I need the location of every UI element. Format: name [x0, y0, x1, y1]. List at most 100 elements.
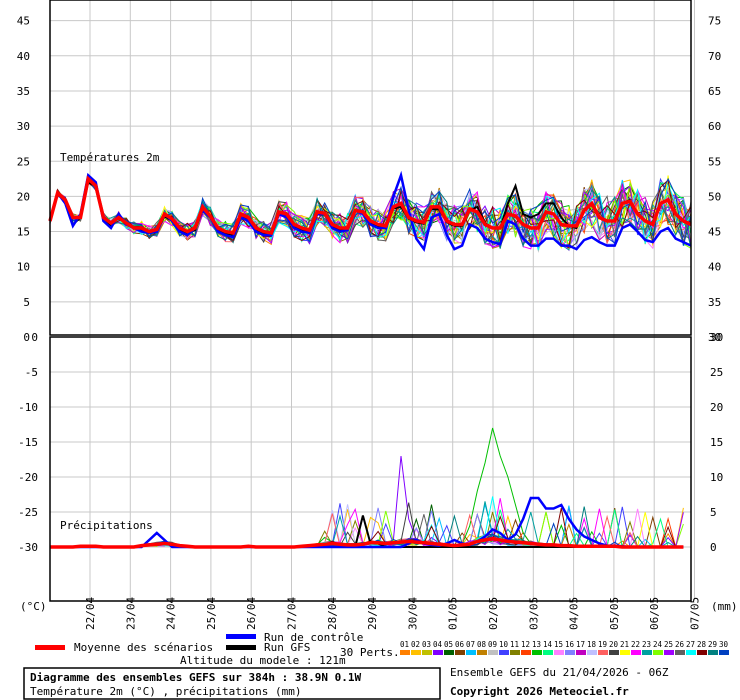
x-tick-label: 22/04	[84, 597, 97, 630]
precip-y2tick: 10	[710, 471, 723, 484]
pert-legend-label: 02	[411, 640, 420, 649]
pert-legend-label: 03	[422, 640, 431, 649]
precip-y2tick: 5	[710, 506, 717, 519]
pert-legend-label: 27	[686, 640, 695, 649]
pert-legend-swatch	[532, 650, 542, 655]
temp-ytick: 15	[17, 226, 30, 239]
pert-legend-label: 24	[653, 640, 663, 649]
pert-legend-label: 07	[466, 640, 475, 649]
precip-ytick: -10	[18, 401, 38, 414]
x-tick-label: 25/04	[205, 597, 218, 630]
temp-ytick: 30	[17, 120, 30, 133]
temp-ytick: 25	[17, 155, 30, 168]
temp-ytick: 10	[17, 261, 30, 274]
pert-legend-swatch	[576, 650, 586, 655]
pert-legend-swatch	[708, 650, 718, 655]
pert-legend-label: 11	[510, 640, 519, 649]
pert-legend-label: 22	[631, 640, 640, 649]
temp-y2tick: 30	[708, 331, 721, 344]
pert-legend-swatch	[631, 650, 641, 655]
pert-legend-swatch	[653, 650, 663, 655]
grid	[50, 0, 695, 601]
left-unit-label: (°C)	[20, 600, 47, 613]
pert-legend-swatch	[609, 650, 619, 655]
precip-ytick: -15	[18, 436, 38, 449]
pert-legend-label: 25	[664, 640, 673, 649]
temperature-panel	[50, 0, 691, 335]
pert-legend-label: 20	[609, 640, 619, 649]
precip-y2tick: 0	[710, 541, 717, 554]
precip-mean-line	[50, 536, 684, 549]
x-tick-label: 30/04	[406, 597, 419, 630]
precip-y2tick: 15	[710, 436, 723, 449]
temp-y2tick: 60	[708, 120, 721, 133]
pert-legend-label: 23	[642, 640, 651, 649]
x-tick-label: 05/05	[608, 597, 621, 630]
pert-legend-label: 17	[576, 640, 585, 649]
precip-y2tick: 20	[710, 401, 723, 414]
pert-legend-label: 15	[554, 640, 563, 649]
temp-y2tick: 75	[708, 15, 721, 28]
ensemble-info: Ensemble GEFS du 21/04/2026 - 06Z	[450, 666, 669, 679]
x-tick-label: 26/04	[245, 597, 258, 630]
temp-ytick: 35	[17, 85, 30, 98]
legend-mean-swatch	[35, 645, 65, 650]
footer-box	[23, 667, 441, 700]
pert-legend-swatch	[642, 650, 652, 655]
x-tick-label: 06/05	[648, 597, 661, 630]
temperature-panel-title: Températures 2m	[60, 151, 160, 164]
precip-y2tick: 25	[710, 366, 723, 379]
temp-frame	[49, 0, 692, 336]
legend-mean-label: Moyenne des scénarios	[74, 641, 213, 654]
x-tick-label: 07/05	[689, 597, 702, 630]
temp-control-line	[48, 170, 692, 253]
pert-legend-swatch	[433, 650, 443, 655]
pert-legend-label: 30	[719, 640, 729, 649]
pert-legend-swatch	[620, 650, 630, 655]
temp-y2tick: 70	[708, 50, 721, 63]
pert-legend-swatch	[499, 650, 509, 655]
x-tick-label: 02/05	[487, 597, 500, 630]
legend-control-label: Run de contrôle	[264, 631, 363, 644]
precip-y2tick: 30	[710, 331, 723, 344]
pert-legend-swatch	[543, 650, 553, 655]
temp-y2tick: 50	[708, 190, 721, 203]
pert-legend-label: 19	[598, 640, 607, 649]
pert-legend-swatch	[697, 650, 707, 655]
x-tick-label: 28/04	[326, 597, 339, 630]
pert-legend-label: 29	[708, 640, 717, 649]
pert-legend-swatch	[455, 650, 465, 655]
precip-frame	[49, 336, 692, 602]
legend-gfs-swatch	[226, 645, 256, 650]
pert-legend-swatch	[587, 650, 597, 655]
temp-y2tick: 35	[708, 296, 721, 309]
pert-legend-swatch	[554, 650, 564, 655]
x-tick-label: 03/05	[527, 597, 540, 630]
legend-gfs-label: Run GFS	[264, 641, 310, 654]
x-tick-label: 23/04	[124, 597, 137, 630]
pert-legend-label: 16	[565, 640, 575, 649]
temp-ytick: 5	[23, 296, 30, 309]
right-unit-label: (mm)	[711, 600, 738, 613]
pert-legend-swatch	[664, 650, 674, 655]
pert-legend-label: 26	[675, 640, 685, 649]
legend-control-swatch	[226, 634, 256, 639]
temp-ytick: 0	[23, 331, 30, 344]
precip-control-line	[50, 496, 684, 549]
pert-legend-label: 10	[499, 640, 509, 649]
x-tick-label: 27/04	[286, 597, 299, 630]
pert-legend-label: 21	[620, 640, 629, 649]
legend: Run de contrôle Moyenne des scénarios Ru…	[35, 631, 729, 667]
copyright: Copyright 2026 Meteociel.fr	[450, 685, 629, 698]
x-tick-label: 24/04	[165, 597, 178, 630]
pert-legend-swatch	[719, 650, 729, 655]
temperature-lines	[48, 170, 692, 253]
pert-legend-swatch	[411, 650, 421, 655]
pert-legend-swatch	[488, 650, 498, 655]
temp-mean-line	[48, 175, 692, 235]
pert-legend-label: 14	[543, 640, 553, 649]
precip-ytick: -20	[18, 471, 38, 484]
pert-legend-label: 28	[697, 640, 707, 649]
x-tick-label: 29/04	[366, 597, 379, 630]
